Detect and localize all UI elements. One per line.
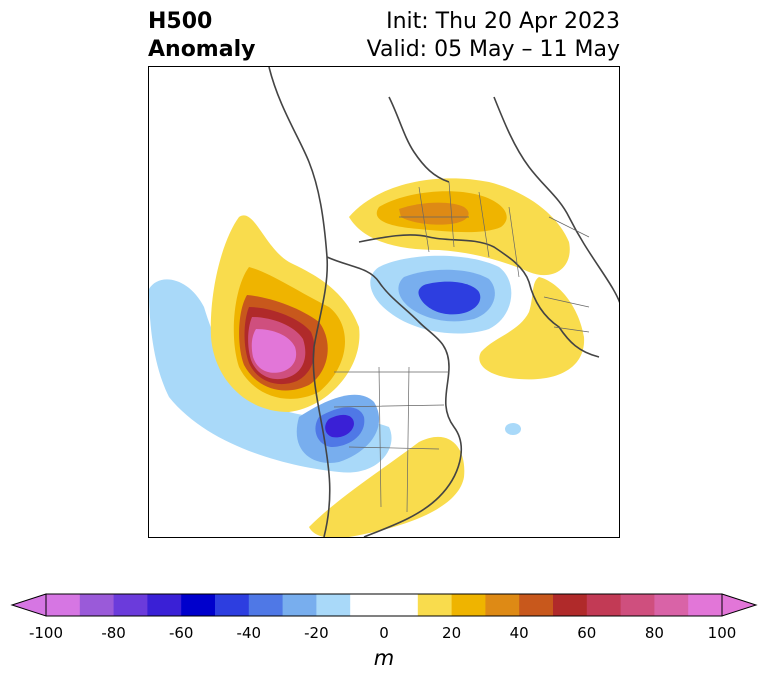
colorbar-extend-high — [721, 593, 758, 617]
colorbar-segment — [417, 594, 453, 616]
colorbar-segment — [215, 594, 250, 616]
coastlines — [268, 67, 619, 537]
colorbar-segment — [519, 594, 554, 616]
colorbar-tick-label: -40 — [236, 624, 262, 642]
colorbar-tick-label: 0 — [379, 624, 389, 642]
colorbar-extend-low — [10, 593, 47, 617]
anomaly-map — [148, 66, 620, 538]
colorbar-segment — [485, 594, 520, 616]
title-line-1: H500 — [148, 9, 213, 34]
colorbar-segment — [451, 594, 486, 616]
colorbar-tick-label: -20 — [304, 624, 329, 642]
colorbar-tick-label: 60 — [577, 624, 597, 642]
colorbar-segment — [350, 594, 385, 616]
colorbar-tick-label: 100 — [707, 624, 737, 642]
colorbar-tick-label: 40 — [509, 624, 529, 642]
colorbar-tick-label: -60 — [168, 624, 194, 642]
east-us-ridge-20 — [309, 437, 465, 537]
colorbar-segment — [688, 594, 723, 616]
colorbar-segment — [79, 594, 115, 616]
colorbar-segment — [282, 594, 317, 616]
colorbar-tick-label: 80 — [644, 624, 664, 642]
pacific-ridge-100 — [251, 329, 297, 373]
colorbar-segment — [586, 594, 622, 616]
valid-range: Valid: 05 May – 11 May — [366, 37, 620, 62]
us-trough-60 — [325, 414, 354, 438]
colorbar-segment — [113, 594, 148, 616]
colorbar-segment — [553, 594, 588, 616]
colorbar-tick-label: -80 — [101, 624, 126, 642]
map-title: H500 Anomaly — [148, 8, 255, 64]
colorbar-svg — [10, 593, 758, 617]
arctic-low-50 — [418, 281, 481, 315]
colorbar-outline — [45, 593, 723, 617]
colorbar-unit: m — [373, 646, 395, 670]
colorbar-tick-label: 20 — [442, 624, 462, 642]
borders — [333, 181, 590, 513]
europe-ridge-20 — [479, 277, 585, 380]
colorbar-tick-label: -100 — [28, 624, 64, 642]
colorbar-segment — [384, 594, 419, 616]
title-line-2: Anomaly — [148, 37, 256, 62]
colorbar-segment — [147, 594, 182, 616]
init-date: Init: Thu 20 Apr 2023 — [386, 9, 620, 34]
colorbar-segment — [248, 594, 284, 616]
colorbar-segment — [620, 594, 655, 616]
colorbar-segment — [654, 594, 689, 616]
colorbar-segment — [316, 594, 351, 616]
atlantic-negative-spot — [505, 423, 521, 435]
date-info: Init: Thu 20 Apr 2023 Valid: 05 May – 11… — [367, 8, 620, 64]
colorbar — [10, 590, 758, 620]
colorbar-ticks: -100 -80 -60 -40 -20 0 20 40 60 80 100 — [0, 624, 768, 644]
map-svg — [149, 67, 619, 537]
colorbar-segment — [181, 594, 216, 616]
colorbar-segment — [46, 594, 81, 616]
